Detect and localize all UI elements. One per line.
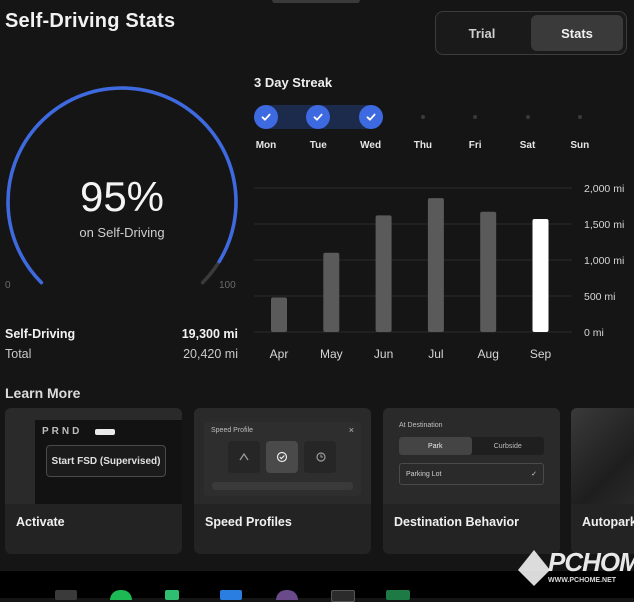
- stat-total: Total 20,420 mi: [5, 347, 238, 361]
- profile-standard-icon: [266, 441, 298, 473]
- y-tick-label: 1,500 mi: [584, 219, 624, 231]
- view-toggle: Trial Stats: [435, 11, 627, 55]
- x-tick-label: Apr: [270, 347, 289, 361]
- app-icon[interactable]: [55, 590, 77, 600]
- stat-label: Self-Driving: [5, 327, 76, 341]
- pending-dot: [420, 115, 425, 119]
- option-curbside: Curbside: [493, 442, 522, 450]
- streak-day-sun: [568, 105, 592, 129]
- streak-day-label: Thu: [413, 140, 433, 151]
- stat-self-driving: Self-Driving 19,300 mi: [5, 327, 238, 341]
- profile-slider-preview: [212, 482, 353, 490]
- field-label: Parking Lot: [406, 470, 442, 478]
- pending-dot: [525, 115, 530, 119]
- x-tick-label: Jun: [374, 347, 393, 361]
- bar-apr: [271, 297, 287, 332]
- y-tick-label: 1,000 mi: [584, 255, 624, 267]
- card-activate[interactable]: PRND Start FSD (Supervised) Activate: [5, 408, 182, 554]
- profile-chill-icon: [228, 441, 260, 473]
- pending-dot: [473, 115, 478, 119]
- card-preview-image: [571, 408, 634, 504]
- card-autopark[interactable]: Autopark: [571, 408, 634, 554]
- card-preview: Speed Profile ×: [194, 408, 371, 504]
- top-handle: [272, 0, 360, 3]
- streak-day-wed: [358, 105, 383, 129]
- profile-hurry-icon: [304, 441, 336, 473]
- parking-lot-field: Parking Lot ✓: [399, 463, 544, 485]
- x-tick-label: May: [320, 347, 343, 361]
- card-label: Destination Behavior: [394, 515, 520, 529]
- gauge-subtitle: on Self-Driving: [79, 225, 165, 240]
- gauge-percent: 95%: [79, 173, 165, 220]
- app-icon[interactable]: [331, 590, 355, 602]
- app-icon[interactable]: [276, 590, 298, 600]
- card-label: Speed Profiles: [205, 515, 292, 529]
- gear-selector: PRND: [42, 426, 83, 437]
- close-icon: ×: [348, 425, 354, 435]
- stat-value: 19,300 mi: [181, 327, 238, 341]
- stat-value: 20,420 mi: [183, 347, 238, 361]
- self-driving-gauge: [6, 86, 238, 285]
- speed-profile-preview: Speed Profile ×: [204, 422, 361, 496]
- tab-trial[interactable]: Trial: [468, 25, 496, 41]
- y-tick-label: 2,000 mi: [584, 183, 624, 195]
- bar-jul: [427, 198, 444, 332]
- y-tick-label: 500 mi: [584, 291, 616, 303]
- monthly-miles-chart: 0 mi 500 mi 1,000 mi 1,500 mi 2,000 mi Apr May…: [254, 183, 624, 361]
- streak-day-label: Fri: [468, 140, 482, 151]
- streak-day-label: Sat: [519, 140, 536, 151]
- spotify-icon[interactable]: [110, 590, 132, 600]
- bar-sep: [532, 218, 549, 332]
- card-label: Autopark: [582, 515, 634, 529]
- gauge-fill: [6, 86, 238, 285]
- card-destination-behavior[interactable]: At Destination Park Curbside Parking Lot…: [383, 408, 560, 554]
- check-icon: [254, 105, 278, 129]
- watermark-url: WWW.PCHOME.NET: [548, 577, 617, 584]
- card-preview: PRND Start FSD (Supervised): [5, 408, 182, 504]
- streak-day-tue: [306, 105, 331, 129]
- pending-dot: [577, 115, 582, 119]
- bar-may: [323, 252, 340, 332]
- card-speed-profiles[interactable]: Speed Profile × Speed Profiles: [194, 408, 371, 554]
- streak-day-label: Sun: [570, 140, 590, 151]
- pchome-logo: [518, 550, 550, 586]
- phone-icon[interactable]: [165, 590, 179, 600]
- x-tick-label: Jul: [428, 347, 443, 361]
- page-title: Self-Driving Stats: [5, 10, 176, 32]
- bluetooth-icon[interactable]: [220, 590, 242, 600]
- streak-day-label: Tue: [309, 140, 327, 151]
- streak-day-mon: [254, 105, 278, 129]
- check-icon: [306, 105, 331, 129]
- streak-day-thu: [411, 105, 435, 129]
- streak-day-fri: [463, 105, 487, 129]
- tab-stats[interactable]: Stats: [531, 15, 623, 51]
- destination-title: At Destination: [399, 422, 443, 429]
- streak-day-sat: [516, 105, 540, 129]
- gauge-min-label: 0: [5, 280, 11, 291]
- card-label: Activate: [16, 515, 65, 529]
- stat-label: Total: [5, 347, 32, 361]
- y-tick-label: 0 mi: [584, 327, 604, 339]
- speed-profile-title: Speed Profile: [211, 427, 254, 434]
- streak-title: 3 Day Streak: [254, 75, 333, 90]
- card-preview: At Destination Park Curbside Parking Lot…: [383, 408, 560, 504]
- watermark-text: PCHOME: [548, 547, 634, 577]
- destination-preview: At Destination Park Curbside Parking Lot…: [393, 416, 550, 500]
- streak-day-label: Mon: [255, 140, 277, 151]
- streak-day-label: Wed: [360, 140, 382, 151]
- x-tick-label: Sep: [530, 347, 552, 361]
- start-fsd-preview-button: Start FSD (Supervised): [46, 445, 166, 477]
- check-icon: ✓: [531, 471, 537, 478]
- app-icon[interactable]: [386, 590, 410, 600]
- gear-indicator: [95, 429, 115, 435]
- bar-jun: [375, 215, 392, 332]
- bar-aug: [480, 211, 497, 332]
- check-icon: [358, 105, 383, 129]
- option-park: Park: [399, 437, 472, 455]
- gauge-max-label: 100: [219, 280, 236, 291]
- destination-toggle: Park Curbside: [399, 437, 544, 455]
- x-tick-label: Aug: [478, 347, 499, 361]
- learn-more-title: Learn More: [5, 385, 81, 401]
